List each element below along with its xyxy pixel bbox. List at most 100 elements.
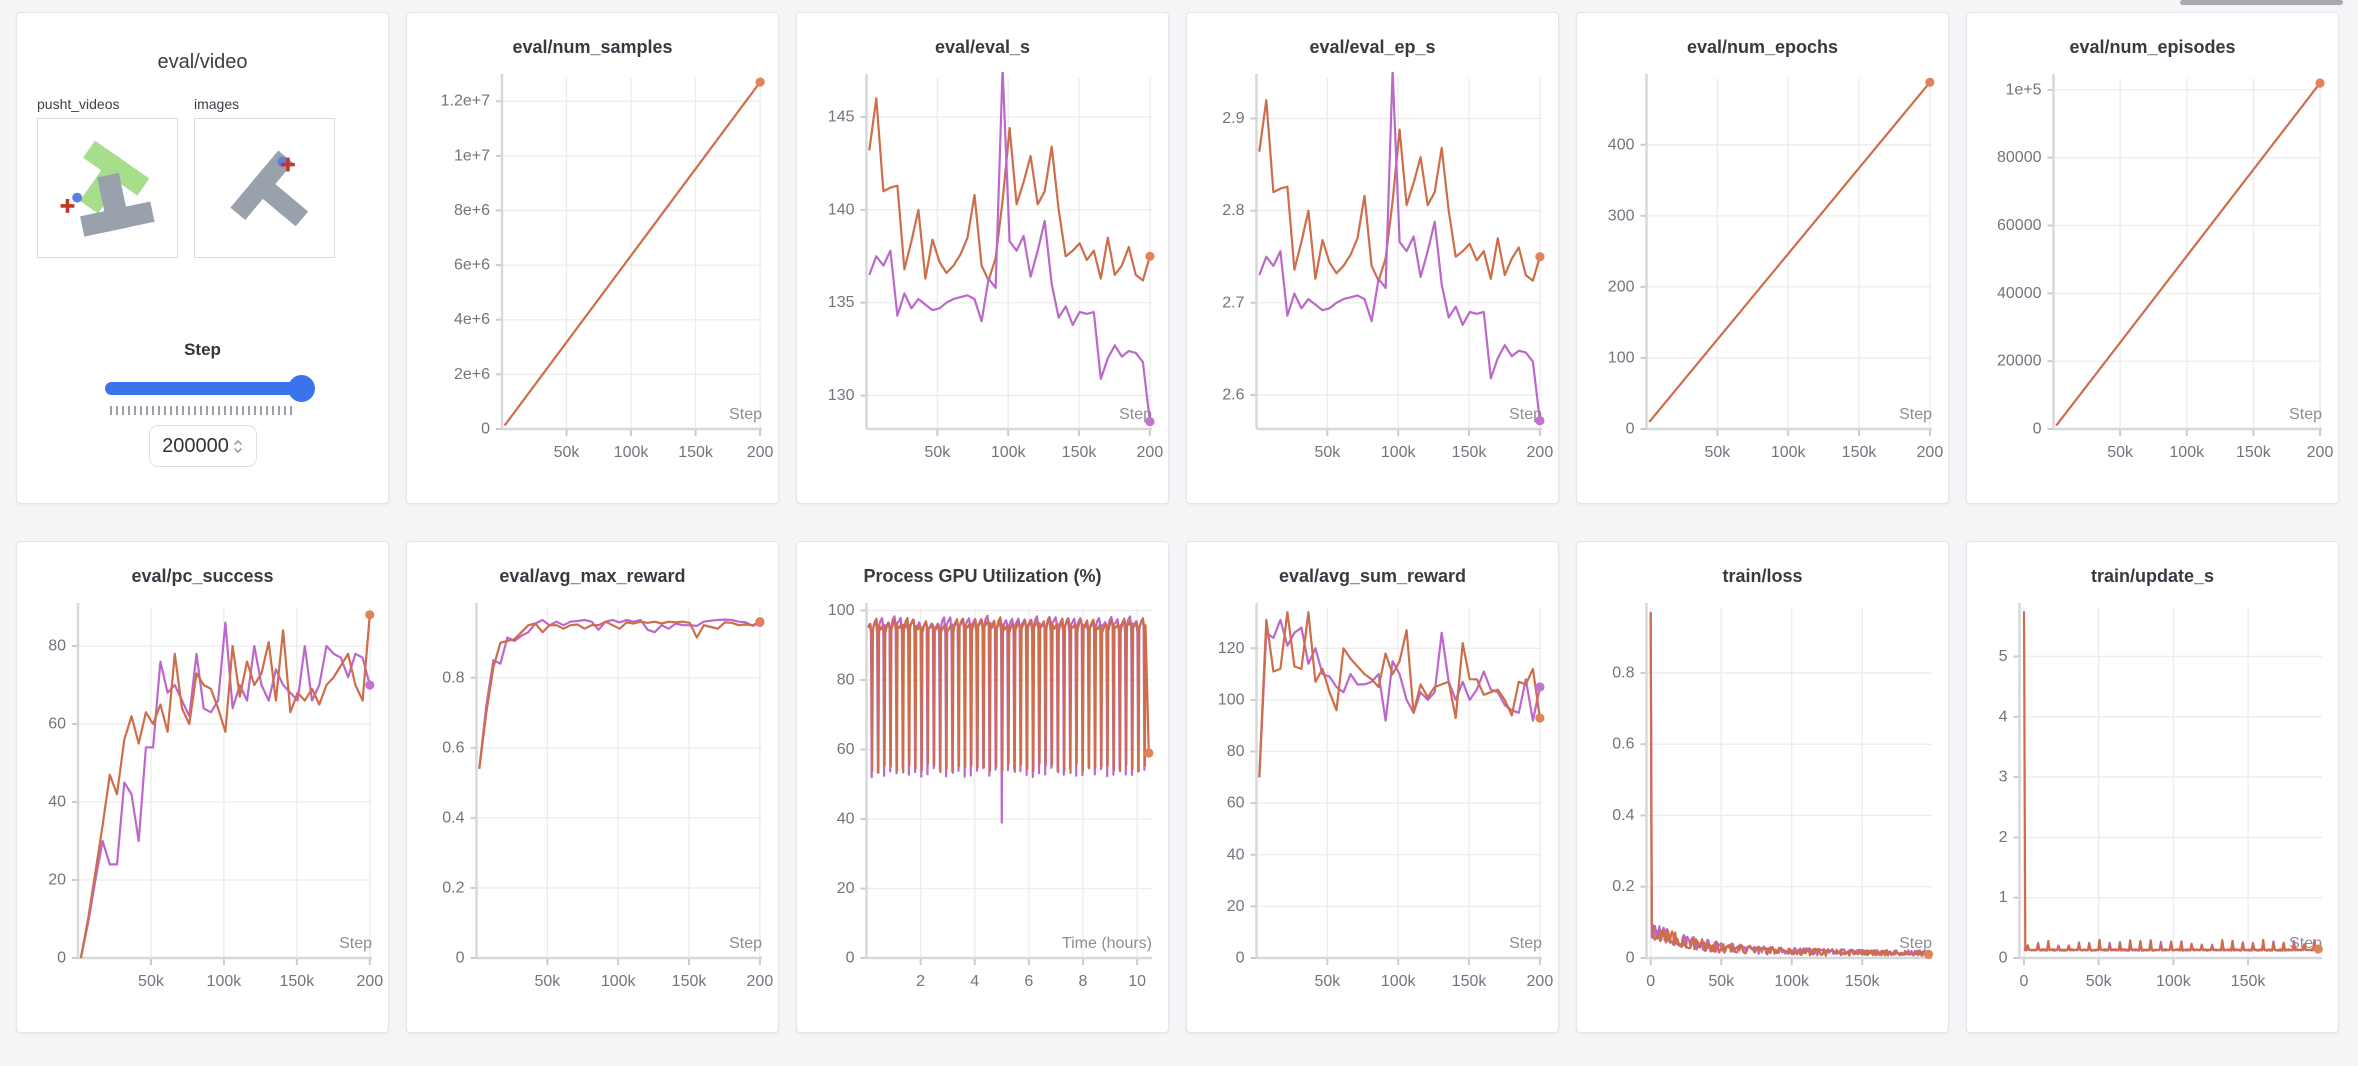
svg-text:0: 0 bbox=[1646, 973, 1655, 990]
svg-text:0: 0 bbox=[1999, 950, 2008, 967]
svg-text:200: 200 bbox=[356, 973, 383, 990]
svg-text:150k: 150k bbox=[1842, 444, 1878, 461]
svg-text:8: 8 bbox=[1079, 973, 1088, 990]
svg-text:150k: 150k bbox=[1062, 444, 1098, 461]
chart-eval-avg-max-reward[interactable]: 0 0.2 0.4 0.6 0.8 50k 100k 150k 200 Step bbox=[407, 593, 778, 1008]
horizontal-scrollbar[interactable] bbox=[2180, 0, 2343, 5]
svg-text:150k: 150k bbox=[280, 973, 316, 990]
svg-text:40: 40 bbox=[1227, 846, 1245, 863]
panel-title: train/loss bbox=[1722, 566, 1803, 586]
svg-text:150k: 150k bbox=[2236, 444, 2272, 461]
chart-eval-pc-success[interactable]: 0 20 40 60 80 50k 100k 150k 200 Step bbox=[17, 593, 388, 1008]
svg-text:40: 40 bbox=[48, 794, 66, 811]
svg-text:0.4: 0.4 bbox=[442, 809, 464, 826]
panel-title: eval/eval_s bbox=[934, 37, 1031, 57]
chevron-down-icon[interactable] bbox=[233, 447, 243, 454]
panel-title: eval/video bbox=[157, 51, 248, 73]
panel-eval-pc-success: eval/pc_success 0 20 40 60 80 50k 100k 150k 200 S… bbox=[16, 541, 389, 1033]
panel-title: eval/eval_ep_s bbox=[1309, 37, 1436, 57]
stepper-chevrons[interactable] bbox=[233, 439, 243, 454]
chart-eval-num-epochs[interactable]: 0 100 200 300 400 50k 100k 150k 200 Step bbox=[1577, 64, 1948, 479]
svg-text:1.2e+7: 1.2e+7 bbox=[441, 93, 490, 110]
svg-text:50k: 50k bbox=[138, 973, 165, 990]
target-cross bbox=[281, 157, 295, 172]
step-slider-label: Step bbox=[184, 340, 221, 359]
panel-title: Process GPU Utilization (%) bbox=[863, 566, 1102, 586]
svg-text:60: 60 bbox=[837, 741, 855, 758]
media-row: pusht_videos images bbox=[17, 96, 388, 258]
svg-text:200: 200 bbox=[747, 973, 774, 990]
svg-text:2.8: 2.8 bbox=[1222, 202, 1244, 219]
chart-eval-num-episodes[interactable]: 0 20000 40000 60000 80000 1e+5 50k 100k 150k 200 S… bbox=[1967, 64, 2338, 479]
panel-title: eval/num_epochs bbox=[1686, 37, 1839, 57]
svg-text:200: 200 bbox=[1527, 973, 1554, 990]
svg-text:0.6: 0.6 bbox=[1612, 736, 1634, 753]
panel-eval-video: eval/video pusht_videos images bbox=[16, 12, 389, 504]
chart-process-gpu-utilization[interactable]: 0 20 40 60 80 100 2 4 6 8 10 Time (hours) bbox=[797, 593, 1168, 1008]
svg-text:20: 20 bbox=[48, 872, 66, 889]
svg-text:40: 40 bbox=[837, 810, 855, 827]
svg-text:60: 60 bbox=[48, 716, 66, 733]
svg-text:200: 200 bbox=[1527, 444, 1554, 461]
panel-eval-num-epochs: eval/num_epochs 0 100 200 300 400 50k 100k 150k… bbox=[1576, 12, 1949, 504]
svg-text:50k: 50k bbox=[1314, 973, 1341, 990]
svg-text:80: 80 bbox=[837, 671, 855, 688]
chart-eval-num-samples[interactable]: 0 2e+6 4e+6 6e+6 8e+6 1e+7 1.2e+7 50k 100k 150k 20… bbox=[407, 64, 778, 479]
panel-title: eval/num_episodes bbox=[2069, 37, 2236, 57]
svg-text:80: 80 bbox=[48, 638, 66, 655]
svg-text:0.4: 0.4 bbox=[1612, 807, 1634, 824]
svg-text:145: 145 bbox=[828, 109, 855, 126]
svg-text:60000: 60000 bbox=[1997, 217, 2042, 234]
chart-eval-eval-s[interactable]: 130 135 140 145 50k 100k 150k 200 Step bbox=[797, 64, 1168, 479]
svg-text:50k: 50k bbox=[1704, 444, 1731, 461]
step-value[interactable]: 200000 bbox=[162, 434, 229, 457]
step-value-stepper[interactable]: 200000 bbox=[148, 425, 257, 467]
svg-text:0: 0 bbox=[1236, 950, 1245, 967]
chart-train-loss[interactable]: 0 0.2 0.4 0.6 0.8 0 50k 100k 150k Step bbox=[1577, 593, 1948, 1008]
chevron-up-icon[interactable] bbox=[233, 439, 243, 446]
svg-text:Step: Step bbox=[339, 935, 372, 952]
svg-text:200: 200 bbox=[1137, 444, 1164, 461]
svg-text:400: 400 bbox=[1608, 136, 1635, 153]
svg-text:20: 20 bbox=[837, 880, 855, 897]
svg-text:200: 200 bbox=[1917, 444, 1944, 461]
panel-eval-num-episodes: eval/num_episodes 0 20000 40000 60000 80000 1… bbox=[1966, 12, 2339, 504]
svg-text:50k: 50k bbox=[2107, 444, 2134, 461]
svg-text:50k: 50k bbox=[924, 444, 951, 461]
chart-train-update-s[interactable]: 0 1 2 3 4 5 0 50k 100k 150k Step bbox=[1967, 593, 2338, 1008]
svg-text:0.6: 0.6 bbox=[442, 739, 464, 756]
svg-text:100k: 100k bbox=[1774, 973, 1810, 990]
svg-text:150k: 150k bbox=[672, 973, 708, 990]
chart-eval-eval-ep-s[interactable]: 2.6 2.7 2.8 2.9 50k 100k 150k 200 Step bbox=[1187, 64, 1558, 479]
panel-eval-avg-sum-reward: eval/avg_sum_reward 0 20 40 60 80 100 120 50k 10… bbox=[1186, 541, 1559, 1033]
svg-text:Step: Step bbox=[729, 406, 762, 423]
svg-text:0: 0 bbox=[456, 950, 465, 967]
svg-text:100k: 100k bbox=[1381, 973, 1417, 990]
svg-text:6: 6 bbox=[1024, 973, 1033, 990]
chart-eval-avg-sum-reward[interactable]: 0 20 40 60 80 100 120 50k 100k 150k 200 Step bbox=[1187, 593, 1558, 1008]
panel-eval-avg-max-reward: eval/avg_max_reward 0 0.2 0.4 0.6 0.8 50k 100k… bbox=[406, 541, 779, 1033]
svg-text:4e+6: 4e+6 bbox=[454, 311, 490, 328]
step-slider[interactable] bbox=[83, 374, 323, 404]
panel-title: eval/num_samples bbox=[512, 37, 673, 57]
svg-text:0: 0 bbox=[1626, 421, 1635, 438]
svg-text:80000: 80000 bbox=[1997, 149, 2042, 166]
panel-train-loss: train/loss 0 0.2 0.4 0.6 0.8 0 50k 100k 150k Step bbox=[1576, 541, 1949, 1033]
svg-text:3: 3 bbox=[1999, 769, 2008, 786]
media-label: pusht_videos bbox=[37, 96, 120, 112]
svg-text:10: 10 bbox=[1128, 973, 1146, 990]
svg-text:Step: Step bbox=[2289, 406, 2322, 423]
slider-track[interactable] bbox=[104, 382, 309, 395]
images-thumbnail[interactable] bbox=[194, 118, 335, 258]
panel-eval-eval-ep-s: eval/eval_ep_s 2.6 2.7 2.8 2.9 50k 100k 150k 20… bbox=[1186, 12, 1559, 504]
svg-text:0: 0 bbox=[57, 950, 66, 967]
svg-text:150k: 150k bbox=[1845, 973, 1881, 990]
media-item-images: images bbox=[194, 96, 335, 258]
svg-text:200: 200 bbox=[747, 444, 774, 461]
svg-text:150k: 150k bbox=[1452, 444, 1488, 461]
svg-text:2.7: 2.7 bbox=[1222, 294, 1244, 311]
svg-text:100: 100 bbox=[1608, 349, 1635, 366]
slider-thumb[interactable] bbox=[287, 375, 315, 402]
pusht-videos-thumbnail[interactable] bbox=[37, 118, 178, 258]
svg-text:1e+7: 1e+7 bbox=[454, 147, 490, 164]
